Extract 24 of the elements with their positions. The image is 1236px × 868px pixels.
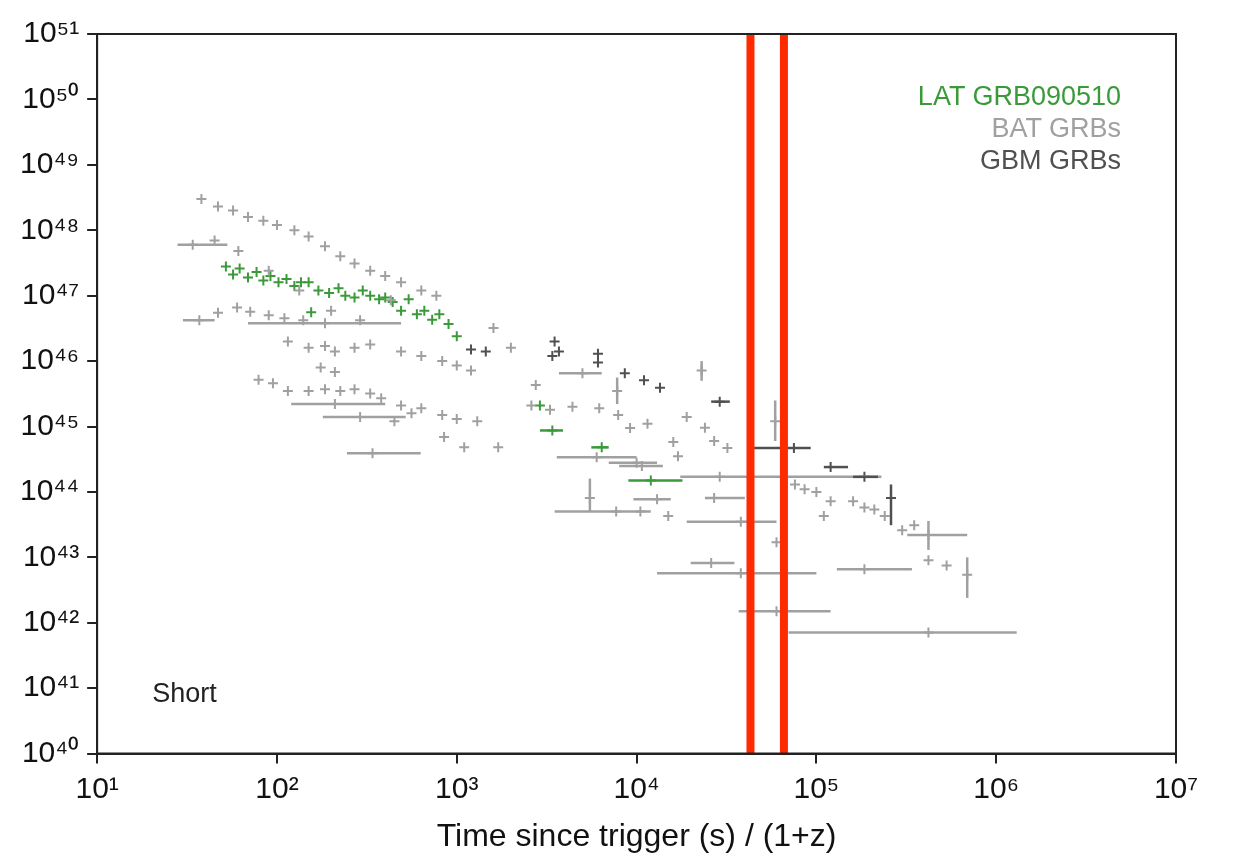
y-tick-label: 10⁴⁹	[20, 146, 80, 180]
y-tick-label: 10⁴²	[22, 604, 80, 638]
y-tick-label: 10⁴⁴	[19, 473, 80, 507]
x-tick-label: 10¹	[75, 770, 119, 804]
y-tick-label: 10⁴⁵	[20, 407, 80, 441]
y-tick-label: 10⁴¹	[22, 669, 80, 703]
annotation: Short	[152, 677, 218, 708]
text: BAT GRBs	[991, 112, 1121, 143]
x-tick-label: 10⁴	[613, 770, 660, 804]
y-tick-label: 10⁵¹	[23, 15, 80, 49]
x-tick-label: 10⁵	[793, 770, 840, 804]
text: LAT GRB090510	[917, 80, 1121, 111]
y-tick-label: 10⁴⁷	[22, 276, 80, 310]
y-tick-label: 10⁴³	[22, 538, 80, 572]
x-tick-label: 10⁶	[973, 770, 1020, 804]
y-tick-label: 10⁴⁸	[20, 211, 80, 245]
x-tick-label: 10²	[255, 770, 299, 804]
text: GBM GRBs	[979, 144, 1121, 175]
x-axis-title: Time since trigger (s) / (1+z)	[436, 816, 837, 853]
x-tick-label: 10³	[435, 770, 479, 804]
y-tick-label: 10⁵⁰	[22, 80, 80, 114]
y-tick-label: 10⁴⁶	[20, 342, 80, 376]
y-tick-label: 10⁴⁰	[21, 734, 80, 768]
x-tick-label: 10⁷	[1153, 770, 1199, 804]
